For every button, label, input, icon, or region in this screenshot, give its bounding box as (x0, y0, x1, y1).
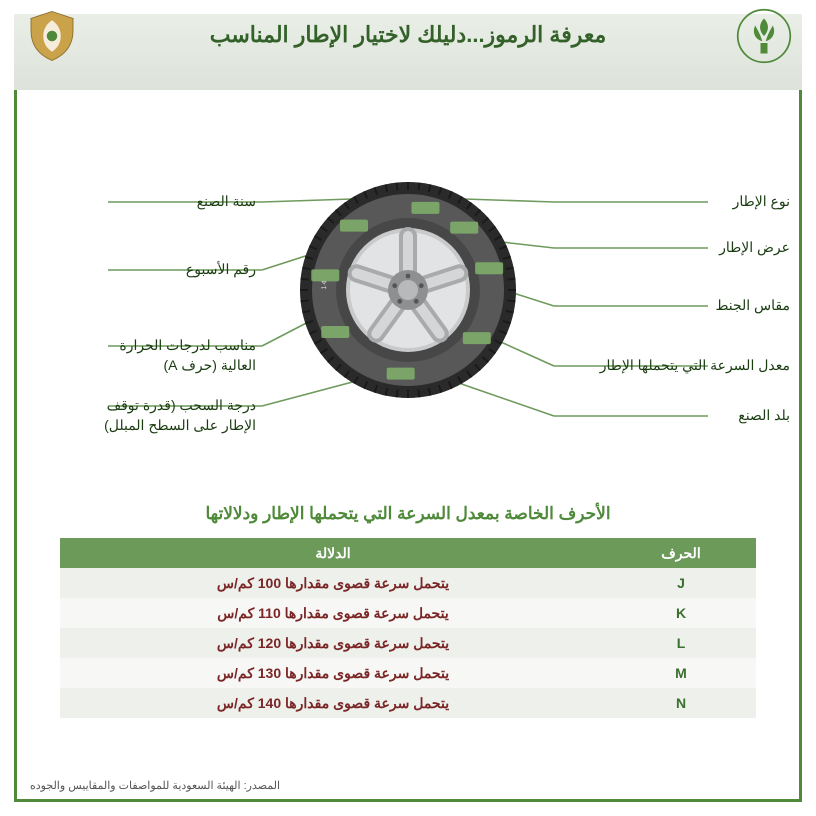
cell-letter: J (606, 568, 756, 598)
cell-desc: يتحمل سرعة قصوى مقدارها 100 كم/س (60, 568, 606, 598)
callout-label-right-0: نوع الإطار (580, 192, 790, 212)
callout-label-left-3: درجة السحب (قدرة توقفالإطار على السطح ال… (26, 396, 256, 435)
callout-label-right-4: بلد الصنع (580, 406, 790, 426)
callout-label-left-2: مناسب لدرجات الحرارةالعالية (حرف A) (26, 336, 256, 375)
table-row: Mيتحمل سرعة قصوى مقدارها 130 كم/س (60, 658, 756, 688)
table-header-desc: الدلالة (60, 538, 606, 568)
tire-icon: RADIAL TUBELESS • 205/65R13 94H • MADE I… (298, 180, 518, 400)
cell-letter: M (606, 658, 756, 688)
tire-diagram: RADIAL TUBELESS • 205/65R13 94H • MADE I… (14, 90, 802, 490)
cell-desc: يتحمل سرعة قصوى مقدارها 120 كم/س (60, 628, 606, 658)
table-row: Lيتحمل سرعة قصوى مقدارها 120 كم/س (60, 628, 756, 658)
table-title: الأحرف الخاصة بمعدل السرعة التي يتحملها … (205, 504, 610, 524)
callout-label-right-3: معدل السرعة التي يتحملها الإطار (580, 356, 790, 376)
callout-label-left-1: رقم الأسبوع (26, 260, 256, 280)
saudi-emblem-icon (736, 8, 792, 64)
page-title: معرفة الرموز...دليلك لاختيار الإطار المن… (210, 22, 606, 48)
cell-letter: K (606, 598, 756, 628)
source-text: المصدر: الهيئة السعودية للمواصفات والمقا… (30, 779, 280, 792)
cell-letter: L (606, 628, 756, 658)
table-header-letter: الحرف (606, 538, 756, 568)
cell-desc: يتحمل سرعة قصوى مقدارها 110 كم/س (60, 598, 606, 628)
table-row: Nيتحمل سرعة قصوى مقدارها 140 كم/س (60, 688, 756, 718)
cell-desc: يتحمل سرعة قصوى مقدارها 140 كم/س (60, 688, 606, 718)
callout-label-right-2: مقاس الجنط (580, 296, 790, 316)
callout-label-left-0: سنة الصنع (26, 192, 256, 212)
table-header-row: الحرف الدلالة (60, 538, 756, 568)
cell-desc: يتحمل سرعة قصوى مقدارها 130 كم/س (60, 658, 606, 688)
speed-rating-table: الحرف الدلالة Jيتحمل سرعة قصوى مقدارها 1… (60, 538, 756, 718)
security-badge-icon (24, 8, 80, 64)
table-row: Jيتحمل سرعة قصوى مقدارها 100 كم/س (60, 568, 756, 598)
cell-letter: N (606, 688, 756, 718)
callout-label-right-1: عرض الإطار (580, 238, 790, 258)
table-row: Kيتحمل سرعة قصوى مقدارها 110 كم/س (60, 598, 756, 628)
